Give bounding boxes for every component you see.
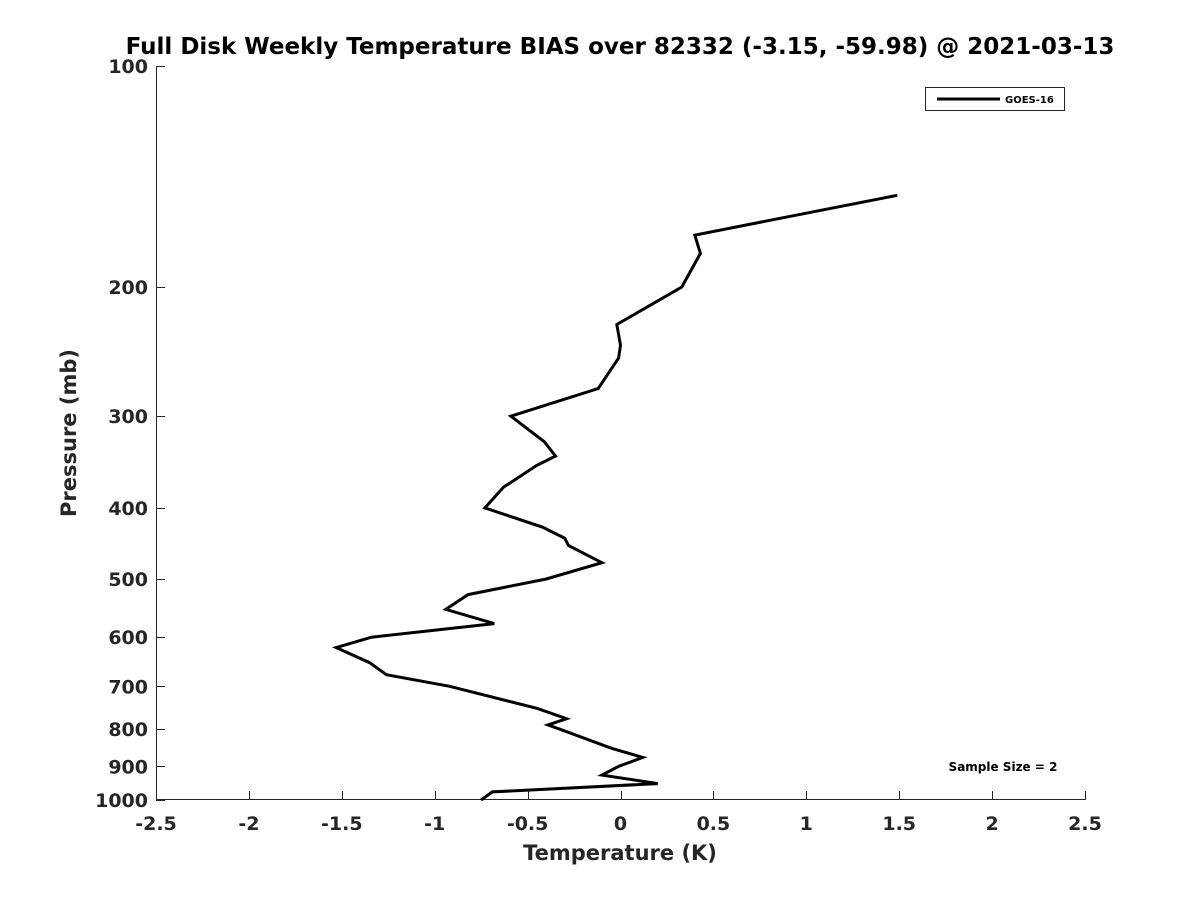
x-tick-label: -0.5 [507,813,549,835]
y-tick-label: 200 [108,277,148,299]
x-tick-label: -1 [424,813,445,835]
x-tick-label: 2 [985,813,998,835]
x-tick-label: -1.5 [321,813,363,835]
x-axis-label: Temperature (K) [523,841,717,865]
x-tick-label: 0.5 [697,813,731,835]
y-tick-label: 800 [108,719,148,741]
x-tick-label: 1.5 [882,813,916,835]
y-axis-label: Pressure (mb) [57,349,81,517]
x-axis-ticks: -2.5 -2 -1.5 -1 -0.5 0 0.5 1 1.5 2 2.5 [135,791,1102,835]
series-line-goes-16 [331,193,898,802]
y-tick-label: 700 [108,676,148,698]
y-tick-label: 900 [108,756,148,778]
y-tick-label: 400 [108,498,148,520]
x-tick-label: 2.5 [1068,813,1102,835]
y-tick-label: 500 [108,569,148,591]
x-tick-label: 0 [614,813,627,835]
y-tick-label: 300 [108,406,148,428]
y-tick-label: 600 [108,627,148,649]
x-tick-label: 1 [800,813,813,835]
x-tick-label: -2 [238,813,259,835]
sample-size-annotation: Sample Size = 2 [949,760,1058,774]
x-tick-label: -2.5 [135,813,177,835]
y-tick-label: 1000 [95,790,148,812]
series-layer [331,193,898,802]
y-axis-ticks: 100 200 300 400 500 600 700 800 900 1000 [95,56,165,812]
chart-title: Full Disk Weekly Temperature BIAS over 8… [126,34,1115,60]
legend-label-goes-16: GOES-16 [1005,95,1054,106]
legend: GOES-16 [925,87,1065,111]
y-tick-label: 100 [108,56,148,78]
